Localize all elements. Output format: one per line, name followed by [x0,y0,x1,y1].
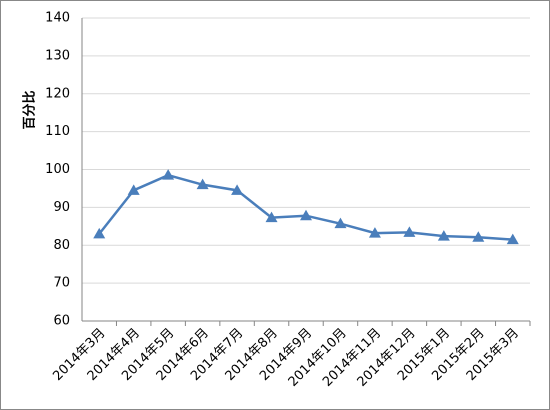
y-axis-label: 百分比 [22,90,38,129]
y-tick-label: 90 [53,200,70,215]
marker [437,230,450,241]
marker [368,227,381,238]
y-tick-label: 60 [53,314,70,329]
y-tick-label: 70 [53,276,70,291]
marker [265,211,278,223]
marker [506,233,519,245]
marker [472,231,485,242]
y-tick-label: 80 [53,238,70,253]
marker [231,184,244,195]
y-tick-label: 110 [45,124,70,139]
y-tick-label: 100 [45,162,70,177]
marker [196,178,209,190]
marker [334,217,347,229]
marker [127,184,140,195]
marker [403,226,416,237]
marker [300,209,312,221]
marker [162,169,175,180]
y-tick-label: 140 [45,11,70,26]
marker [93,227,106,239]
y-tick-label: 120 [45,86,70,101]
y-tick-label: 130 [45,48,70,63]
